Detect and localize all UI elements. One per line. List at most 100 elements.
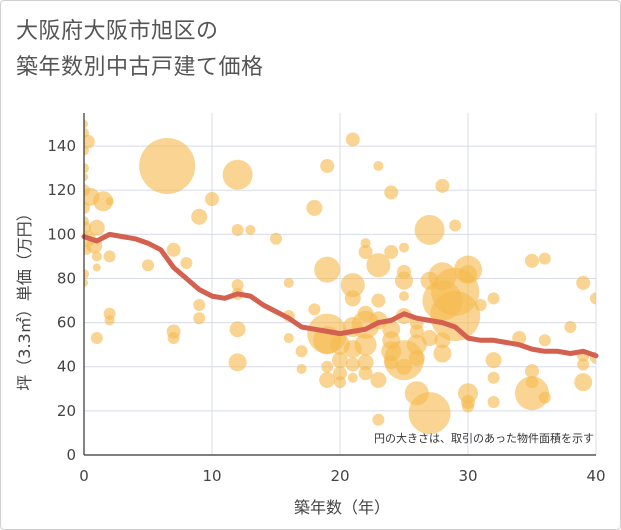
data-point <box>84 244 92 255</box>
data-point <box>396 358 412 375</box>
data-point <box>84 145 89 156</box>
data-point <box>84 163 89 174</box>
x-tick-label: 0 <box>79 467 89 485</box>
data-point <box>84 120 88 129</box>
data-point <box>104 315 115 326</box>
data-point <box>370 371 387 388</box>
data-point <box>525 364 539 379</box>
data-point <box>347 372 358 383</box>
data-point <box>314 256 341 283</box>
data-point <box>320 158 335 173</box>
data-point <box>358 245 373 260</box>
data-point <box>231 223 244 236</box>
data-point <box>84 269 89 280</box>
data-point <box>245 224 256 235</box>
data-point <box>371 293 386 308</box>
data-point <box>270 232 282 245</box>
data-point <box>408 392 451 435</box>
data-point <box>142 259 154 272</box>
bubble-size-note: 円の大きさは、取引のあった物件面積を示す <box>374 431 594 445</box>
y-tick-label: 120 <box>47 181 76 199</box>
data-point <box>105 197 114 206</box>
data-point <box>399 242 409 253</box>
data-point <box>296 363 307 374</box>
data-point <box>474 298 487 311</box>
data-point <box>408 349 425 366</box>
data-point <box>283 333 294 344</box>
bubble-layer <box>84 120 596 435</box>
data-point <box>485 352 502 369</box>
data-point <box>344 290 361 307</box>
y-tick-label: 20 <box>57 402 76 420</box>
data-point <box>308 303 321 316</box>
data-point <box>92 263 101 272</box>
data-point <box>459 265 477 284</box>
axes <box>83 113 596 456</box>
data-point <box>421 330 438 347</box>
data-point <box>193 312 206 325</box>
data-point <box>84 172 88 181</box>
data-point <box>88 219 105 236</box>
y-tick-label: 0 <box>66 446 76 464</box>
y-tick-label: 60 <box>57 314 76 332</box>
data-point <box>577 358 590 371</box>
data-point <box>84 134 95 149</box>
data-point <box>512 331 527 346</box>
data-point <box>462 400 474 413</box>
data-point <box>372 413 385 426</box>
data-point <box>574 373 593 392</box>
data-point <box>228 353 247 372</box>
x-tick-label: 10 <box>202 467 221 485</box>
data-point <box>283 277 294 288</box>
data-point <box>340 273 365 298</box>
data-point <box>229 321 246 338</box>
y-tick-label: 140 <box>47 137 76 155</box>
data-point <box>180 257 193 270</box>
data-point <box>193 298 206 311</box>
average-price-line <box>81 231 599 359</box>
data-point <box>576 275 591 290</box>
data-point <box>306 199 323 216</box>
data-point <box>538 391 551 404</box>
data-point <box>538 252 551 265</box>
data-point <box>487 396 500 409</box>
data-point <box>590 292 596 305</box>
data-point <box>384 245 399 260</box>
data-point <box>487 371 500 384</box>
data-point <box>93 191 114 212</box>
data-point <box>526 376 538 389</box>
data-point <box>321 360 334 373</box>
data-point <box>449 219 462 232</box>
data-point <box>357 354 374 371</box>
x-tick-labels: 0 10 20 30 40 <box>79 467 605 485</box>
data-point <box>538 334 551 347</box>
data-point <box>166 242 181 257</box>
data-point <box>414 214 445 245</box>
data-point <box>430 290 481 341</box>
data-point <box>334 376 346 389</box>
data-point <box>231 279 244 292</box>
data-point <box>222 159 253 190</box>
data-point <box>91 251 102 262</box>
data-point <box>373 160 384 171</box>
data-point <box>409 324 424 339</box>
data-point <box>103 250 116 263</box>
y-tick-labels: 0 20 40 60 80 100 120 140 <box>47 137 76 464</box>
x-axis-title: 築年数（年） <box>294 498 390 517</box>
data-point <box>433 344 452 363</box>
chart-title-line-2: 築年数別中古戸建て価格 <box>16 55 264 80</box>
data-point <box>525 253 539 268</box>
data-point <box>345 357 360 372</box>
data-point <box>395 271 413 290</box>
x-tick-label: 20 <box>330 467 349 485</box>
average-line-layer <box>81 231 599 359</box>
data-point <box>487 292 500 305</box>
y-tick-label: 40 <box>57 358 76 376</box>
data-point <box>345 132 360 147</box>
data-point <box>354 333 377 356</box>
data-point <box>399 291 409 302</box>
data-point <box>319 371 336 388</box>
data-point <box>90 332 103 345</box>
data-point <box>332 352 348 369</box>
